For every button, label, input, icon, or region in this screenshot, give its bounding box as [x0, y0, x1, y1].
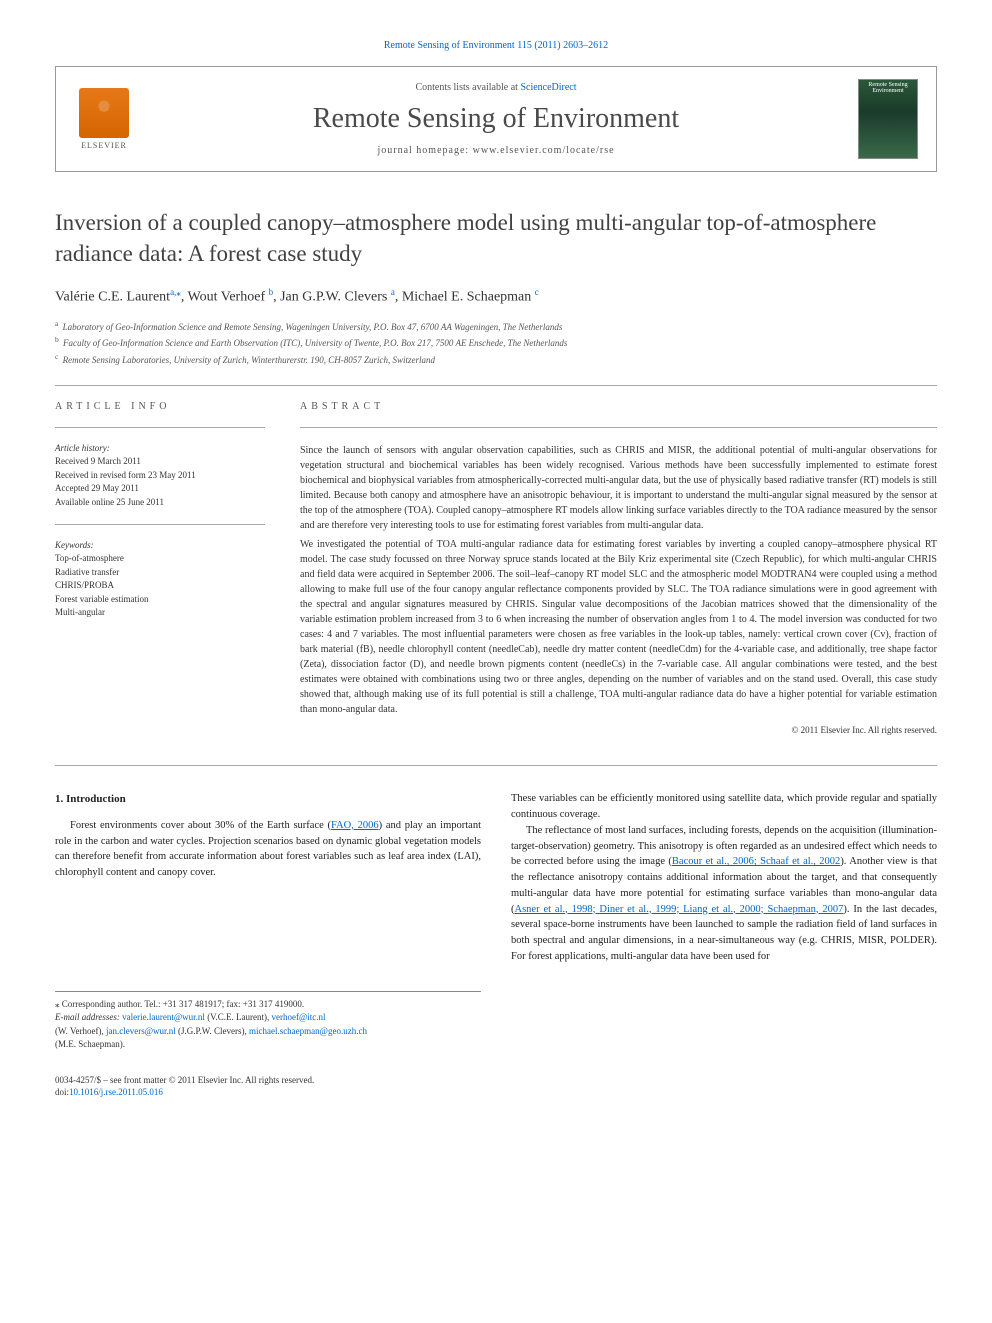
- affiliation-c: c Remote Sensing Laboratories, Universit…: [55, 351, 937, 368]
- author-4-aff: c: [535, 287, 539, 297]
- divider-top: [55, 385, 937, 386]
- footnote-block: ⁎ Corresponding author. Tel.: +31 317 48…: [55, 991, 481, 1052]
- elsevier-logo: ELSEVIER: [74, 87, 134, 152]
- intro-continuation: These variables can be efficiently monit…: [511, 791, 937, 823]
- email-clevers[interactable]: jan.clevers@wur.nl: [106, 1026, 176, 1036]
- doi-link[interactable]: 10.1016/j.rse.2011.05.016: [69, 1087, 163, 1097]
- journal-title: Remote Sensing of Environment: [154, 103, 838, 135]
- info-divider-2: [55, 524, 265, 525]
- emails-line-3: (M.E. Schaepman).: [55, 1038, 481, 1052]
- author-3: , Jan G.P.W. Clevers: [273, 290, 387, 305]
- authors-line: Valérie C.E. Laurenta,⁎, Wout Verhoef b,…: [55, 287, 937, 306]
- front-matter-line: 0034-4257/$ – see front matter © 2011 El…: [55, 1074, 481, 1087]
- intro-paragraph-2: The reflectance of most land surfaces, i…: [511, 823, 937, 965]
- journal-cover-thumbnail: Remote Sensing Environment: [858, 79, 918, 159]
- section-1-heading: 1. Introduction: [55, 791, 481, 808]
- journal-citation-link[interactable]: Remote Sensing of Environment 115 (2011)…: [55, 40, 937, 51]
- affiliation-b: b Faculty of Geo-Information Science and…: [55, 334, 937, 351]
- cite-bacour-schaaf[interactable]: Bacour et al., 2006; Schaaf et al., 2002: [672, 856, 840, 867]
- elsevier-label: ELSEVIER: [81, 141, 127, 150]
- emails-line: E-mail addresses: valerie.laurent@wur.nl…: [55, 1011, 481, 1025]
- abstract-column: ABSTRACT Since the launch of sensors wit…: [300, 401, 937, 735]
- history-text: Received 9 March 2011 Received in revise…: [55, 455, 265, 509]
- affiliations-block: a Laboratory of Geo-Information Science …: [55, 318, 937, 368]
- abstract-p2: We investigated the potential of TOA mul…: [300, 537, 937, 717]
- journal-homepage: journal homepage: www.elsevier.com/locat…: [154, 145, 838, 156]
- bottom-meta: 0034-4257/$ – see front matter © 2011 El…: [55, 1074, 481, 1099]
- corresponding-author-line: ⁎ Corresponding author. Tel.: +31 317 48…: [55, 998, 481, 1012]
- emails-line-2: (W. Verhoef), jan.clevers@wur.nl (J.G.P.…: [55, 1025, 481, 1039]
- abstract-copyright: © 2011 Elsevier Inc. All rights reserved…: [300, 725, 937, 735]
- article-info-column: ARTICLE INFO Article history: Received 9…: [55, 401, 265, 735]
- abstract-heading: ABSTRACT: [300, 401, 937, 412]
- keywords-text: Top-of-atmosphere Radiative transfer CHR…: [55, 552, 265, 620]
- intro-paragraph-1: Forest environments cover about 30% of t…: [55, 818, 481, 881]
- divider-bottom: [55, 765, 937, 766]
- info-abstract-row: ARTICLE INFO Article history: Received 9…: [55, 401, 937, 735]
- author-1: Valérie C.E. Laurent: [55, 290, 170, 305]
- body-column-right: These variables can be efficiently monit…: [511, 791, 937, 1099]
- elsevier-tree-icon: [79, 88, 129, 138]
- abstract-p1: Since the launch of sensors with angular…: [300, 443, 937, 533]
- body-columns: 1. Introduction Forest environments cove…: [55, 791, 937, 1099]
- email-schaepman[interactable]: michael.schaepman@geo.uzh.ch: [249, 1026, 367, 1036]
- article-info-heading: ARTICLE INFO: [55, 401, 265, 412]
- email-verhoef[interactable]: verhoef@itc.nl: [272, 1012, 326, 1022]
- contents-line: Contents lists available at ScienceDirec…: [154, 82, 838, 93]
- abstract-text: Since the launch of sensors with angular…: [300, 443, 937, 717]
- abstract-divider: [300, 427, 937, 428]
- author-2: , Wout Verhoef: [181, 290, 265, 305]
- sciencedirect-link[interactable]: ScienceDirect: [520, 82, 576, 93]
- contents-prefix: Contents lists available at: [415, 82, 520, 93]
- body-column-left: 1. Introduction Forest environments cove…: [55, 791, 481, 1099]
- page-container: Remote Sensing of Environment 115 (2011)…: [0, 0, 992, 1139]
- author-4: , Michael E. Schaepman: [395, 290, 531, 305]
- doi-line: doi:10.1016/j.rse.2011.05.016: [55, 1086, 481, 1099]
- history-subheading: Article history:: [55, 443, 265, 453]
- cite-asner-etal[interactable]: Asner et al., 1998; Diner et al., 1999; …: [515, 904, 844, 915]
- header-center: Contents lists available at ScienceDirec…: [154, 82, 838, 156]
- journal-header-box: ELSEVIER Contents lists available at Sci…: [55, 66, 937, 172]
- email-laurent[interactable]: valerie.laurent@wur.nl: [122, 1012, 205, 1022]
- info-divider-1: [55, 427, 265, 428]
- article-title: Inversion of a coupled canopy–atmosphere…: [55, 207, 937, 269]
- affiliation-a: a Laboratory of Geo-Information Science …: [55, 318, 937, 335]
- cite-fao-2006[interactable]: FAO, 2006: [331, 820, 379, 831]
- keywords-subheading: Keywords:: [55, 540, 265, 550]
